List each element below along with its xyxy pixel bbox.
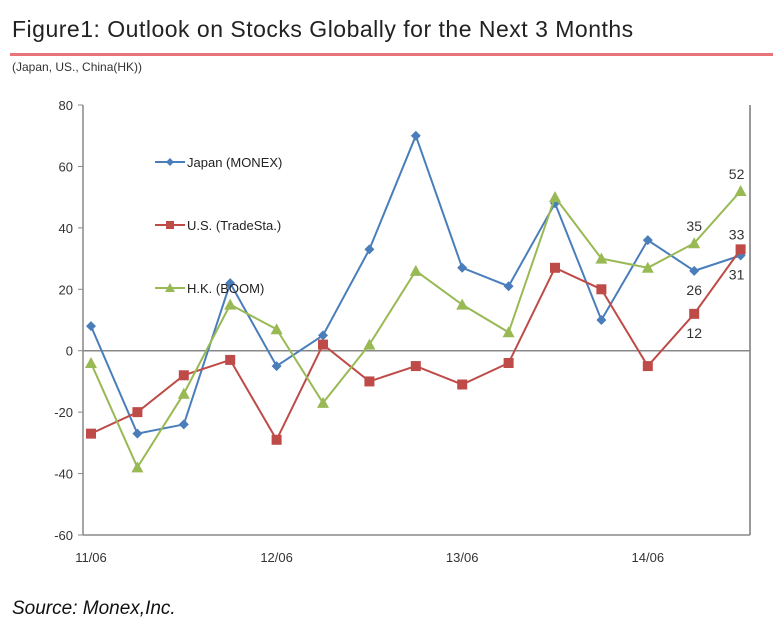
chart-subtitle: (Japan, US., China(HK)) <box>12 60 143 74</box>
legend-label-japan: Japan (MONEX) <box>187 155 282 170</box>
data-point-japan <box>410 130 421 141</box>
x-tick-label: 11/06 <box>75 550 107 565</box>
data-point-japan <box>132 428 143 439</box>
data-point-hk <box>131 461 144 473</box>
data-point-japan <box>689 265 700 276</box>
data-point-hk <box>270 323 283 335</box>
data-point-us <box>550 262 560 273</box>
data-point-japan <box>503 281 514 292</box>
data-point-hk <box>224 298 237 310</box>
data-point-us <box>318 339 328 350</box>
data-point-us <box>596 284 607 295</box>
legend-label-us: U.S. (TradeSta.) <box>187 218 281 233</box>
data-point-us <box>225 354 236 365</box>
x-tick-label: 13/06 <box>446 550 479 565</box>
data-label-us: 33 <box>729 226 745 242</box>
data-point-hk <box>177 387 190 399</box>
data-point-japan <box>86 321 96 332</box>
data-point-hk <box>85 357 97 368</box>
source-note: Source: Monex,Inc. <box>12 598 176 619</box>
y-tick-label: 0 <box>66 344 73 359</box>
data-point-hk <box>456 298 469 310</box>
y-tick-label: 60 <box>59 159 73 174</box>
legend-label-hk: H.K. (BOOM) <box>187 281 264 296</box>
data-point-us <box>689 308 700 319</box>
x-tick-label: 12/06 <box>260 550 293 565</box>
data-point-us <box>410 361 421 372</box>
data-label-hk: 52 <box>729 166 745 182</box>
data-label-japan: 26 <box>686 282 702 298</box>
data-point-us <box>735 244 746 255</box>
legend-marker-japan <box>166 158 174 166</box>
data-point-japan <box>642 235 653 246</box>
data-point-us <box>86 428 96 439</box>
data-label-us: 12 <box>686 325 702 341</box>
data-point-hk <box>502 326 515 338</box>
data-point-japan <box>457 262 468 273</box>
chart-title: Figure1: Outlook on Stocks Globally for … <box>12 16 634 42</box>
data-point-hk <box>641 261 654 273</box>
data-point-hk <box>363 338 376 350</box>
data-point-japan <box>318 330 328 341</box>
data-point-japan <box>225 278 236 289</box>
data-point-japan <box>596 315 607 325</box>
legend-marker-hk <box>165 283 175 292</box>
data-point-us <box>642 361 653 372</box>
data-point-hk <box>409 264 422 276</box>
y-tick-label: 80 <box>59 98 73 113</box>
x-tick-label: 14/06 <box>632 550 665 565</box>
data-label-hk: 35 <box>686 218 702 234</box>
y-tick-label: 40 <box>59 221 73 236</box>
data-point-hk <box>688 237 701 249</box>
data-point-hk <box>549 191 561 203</box>
data-point-us <box>457 379 468 390</box>
data-label-japan: 31 <box>729 267 745 283</box>
legend-marker-us <box>166 221 174 229</box>
data-point-us <box>503 358 514 368</box>
data-point-hk <box>595 252 608 264</box>
data-point-japan <box>271 361 282 372</box>
y-tick-label: 20 <box>59 282 73 297</box>
data-point-us <box>271 434 282 445</box>
data-point-us <box>178 370 189 381</box>
data-point-us <box>364 376 375 387</box>
data-point-hk <box>734 185 747 196</box>
y-tick-label: -40 <box>54 467 73 482</box>
y-tick-label: -60 <box>54 528 73 543</box>
data-point-us <box>132 407 143 418</box>
y-tick-label: -20 <box>54 405 73 420</box>
data-point-japan <box>178 419 189 430</box>
data-point-hk <box>317 396 329 408</box>
title-underline <box>10 53 773 56</box>
data-point-japan <box>364 244 375 255</box>
